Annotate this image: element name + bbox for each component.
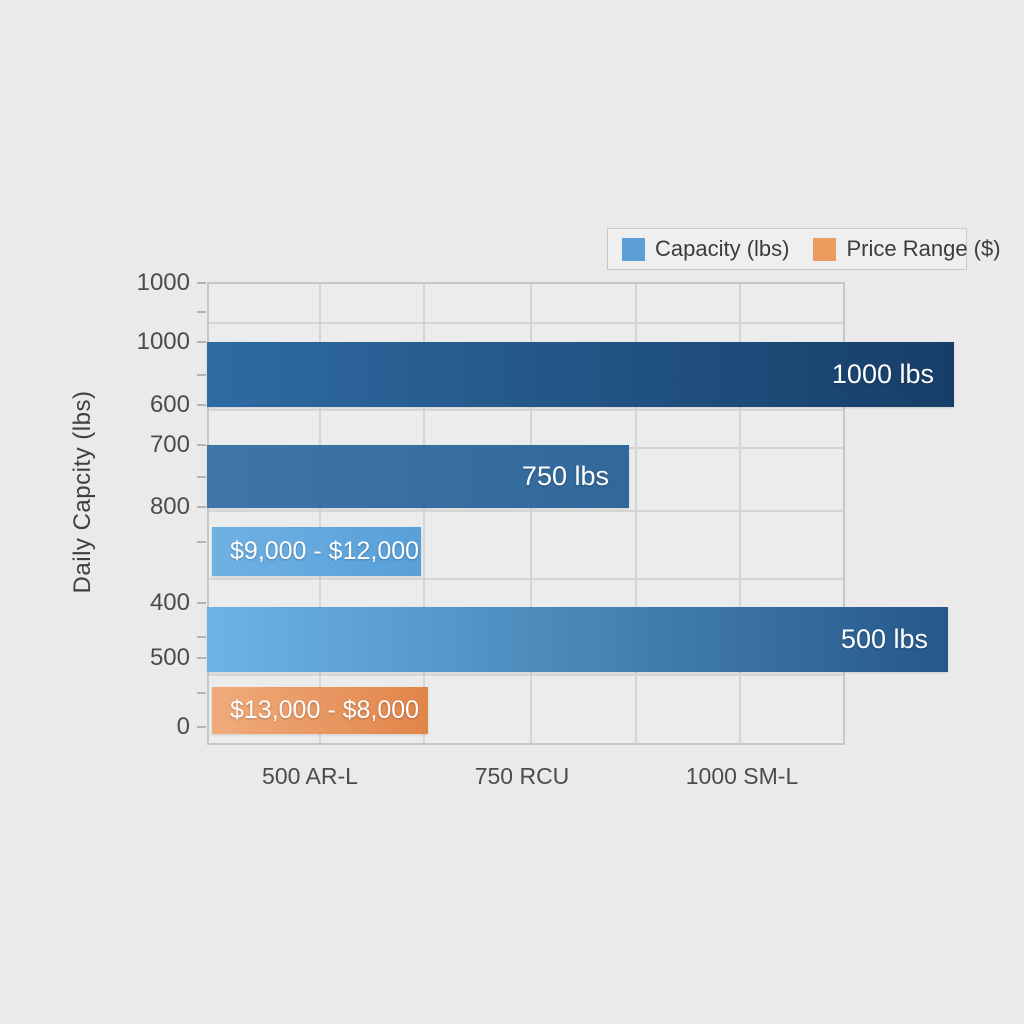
y-tick-label: 400 <box>149 589 190 616</box>
bar-value-label: 750 lbs <box>521 461 609 491</box>
y-axis-title: Daily Capcity (lbs) <box>69 390 96 594</box>
y-tick-mark <box>197 506 206 508</box>
horizontal-gridline <box>209 409 843 411</box>
y-tick-mark <box>197 444 206 446</box>
bar-capacity-lbs: 500 lbs <box>207 607 948 672</box>
vertical-gridline <box>635 284 637 743</box>
bar-value-label: $13,000 - $8,000 <box>230 696 420 724</box>
y-tick-mark <box>197 404 206 406</box>
vertical-gridline <box>319 284 321 743</box>
vertical-gridline <box>423 284 425 743</box>
y-tick-mark <box>197 374 206 376</box>
y-tick-label: 700 <box>149 431 190 458</box>
bar-price-range: $13,000 - $8,000 <box>212 687 428 734</box>
legend: Capacity (lbs) Price Range ($) <box>607 228 1001 270</box>
y-tick-mark <box>197 657 206 659</box>
y-tick-mark <box>197 726 206 728</box>
vertical-gridline <box>530 284 532 743</box>
bar-value-label: $9,000 - $12,000 <box>230 537 420 565</box>
y-tick-mark <box>197 541 206 543</box>
y-tick-label: 1000 <box>136 269 190 296</box>
bar-capacity-lbs: 750 lbs <box>207 445 629 508</box>
legend-swatch-price-icon <box>813 237 837 261</box>
y-tick-mark <box>197 602 206 604</box>
horizontal-gridline <box>209 578 843 580</box>
bar-value-label: 1000 lbs <box>831 359 934 389</box>
y-tick-label: 800 <box>149 493 190 520</box>
x-tick-label: 500 AR-L <box>262 763 358 789</box>
vertical-gridline <box>739 284 741 743</box>
y-tick-mark <box>197 282 206 284</box>
bar-price-range: $9,000 - $12,000 <box>212 527 421 576</box>
y-tick-label: 600 <box>149 391 190 418</box>
y-tick-label: 0 <box>176 713 190 740</box>
bar-value-label: 500 lbs <box>840 624 928 654</box>
horizontal-gridline <box>209 322 843 324</box>
y-tick-mark <box>197 476 206 478</box>
legend-label-capacity: Capacity (lbs) <box>655 236 790 261</box>
legend-swatch-capacity-icon <box>622 237 645 261</box>
x-tick-label: 750 RCU <box>474 763 570 789</box>
y-tick-mark <box>197 636 206 638</box>
x-tick-label: 1000 SM-L <box>685 763 799 789</box>
y-tick-label: 500 <box>149 644 190 671</box>
y-tick-mark <box>197 692 206 694</box>
y-tick-mark <box>197 311 206 313</box>
horizontal-gridline <box>209 674 843 676</box>
legend-label-price: Price Range ($) <box>846 236 1001 261</box>
horizontal-gridline <box>209 510 843 512</box>
y-tick-mark <box>197 341 206 343</box>
bar-capacity-lbs: 1000 lbs <box>207 342 954 407</box>
y-tick-label: 1000 <box>136 328 190 355</box>
